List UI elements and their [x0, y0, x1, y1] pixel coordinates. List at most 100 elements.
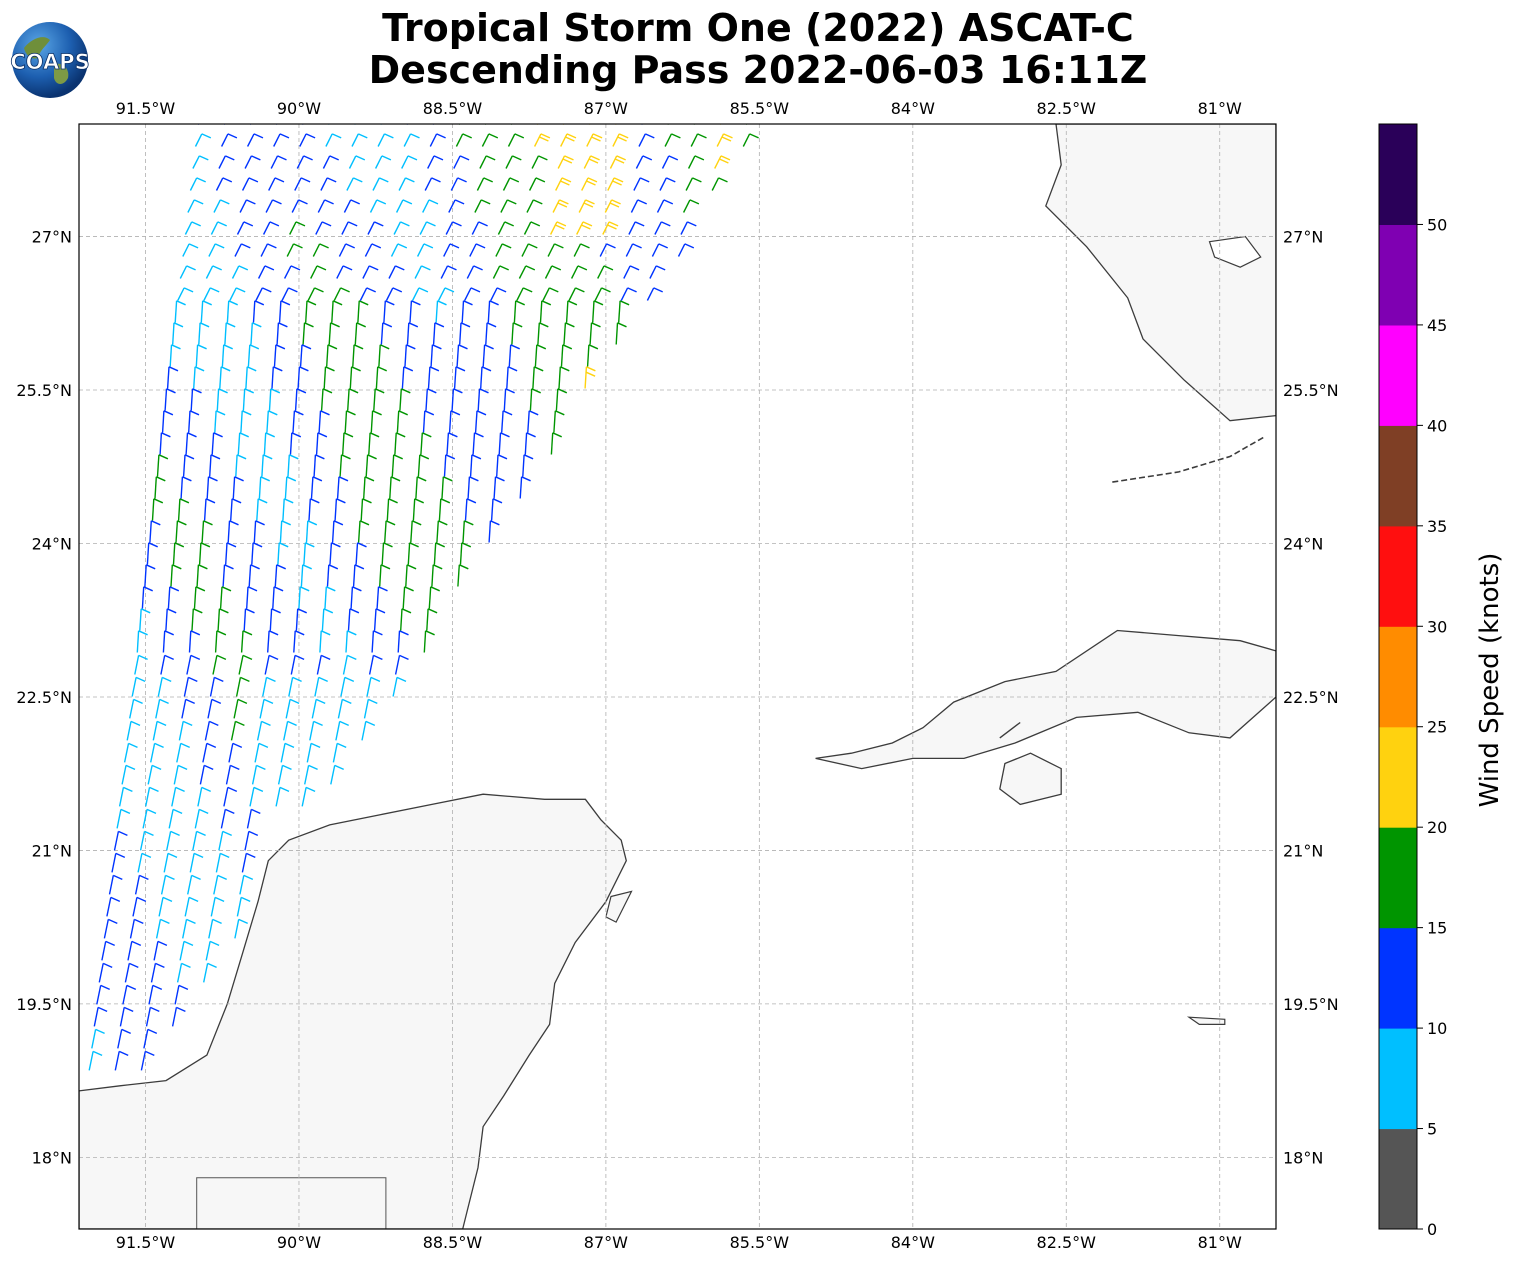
wind-barb [132, 897, 138, 917]
wind-barb [661, 155, 670, 169]
wind-barb-flag [169, 586, 180, 592]
wind-barb [139, 831, 146, 851]
wind-barb-flag [283, 498, 294, 504]
wind-barb [597, 265, 605, 279]
wind-barb-flag [310, 742, 321, 749]
wind-barb-flag [668, 155, 679, 161]
wind-barb-flag [567, 300, 578, 306]
wind-barb [666, 124, 669, 125]
colorbar-frame [1378, 123, 1418, 1230]
wind-barb-flag [429, 366, 440, 372]
wind-barb-flag [242, 630, 253, 636]
wind-barb [345, 630, 348, 653]
wind-barb [576, 221, 584, 235]
wind-barb-flag [95, 1028, 105, 1035]
wind-barb [501, 410, 504, 433]
lon-tick-label-bottom: 85.5°W [730, 1233, 790, 1252]
wind-barb [113, 831, 120, 851]
wind-barb [176, 743, 182, 763]
wind-barb-flag [194, 366, 205, 372]
wind-barb [502, 177, 511, 191]
wind-barb-flag [268, 654, 279, 661]
wind-barb-flag [326, 586, 336, 592]
wind-barb-flag [642, 155, 653, 161]
wind-barb-flag [228, 300, 238, 306]
wind-barb [221, 344, 225, 367]
wind-barb-flag [457, 177, 467, 183]
wind-barb-flag [507, 366, 518, 372]
wind-barb-flag [549, 287, 559, 293]
wind-barb [649, 265, 657, 279]
wind-barb [685, 177, 694, 191]
wind-barb-flag [582, 221, 593, 227]
wind-barb-flag [327, 344, 338, 350]
wind-barb-flag [306, 300, 317, 306]
wind-barb-flag [289, 698, 300, 705]
wind-barb-flag [552, 432, 562, 438]
wind-barb-flag [499, 265, 509, 271]
wind-barb [456, 344, 460, 367]
wind-barb-flag [236, 454, 247, 460]
wind-barb-flag [315, 454, 325, 460]
wind-barb-flag [246, 852, 256, 859]
wind-barb [277, 542, 280, 565]
wind-barb-flag [162, 896, 173, 903]
wind-barb-flag [279, 786, 290, 793]
wind-barb [586, 133, 594, 147]
wind-barb-flag [312, 476, 323, 482]
wind-barb [352, 344, 355, 367]
wind-barb [289, 432, 293, 455]
wind-barb [235, 677, 242, 697]
wind-barb [348, 155, 357, 169]
wind-barb-flag [252, 542, 263, 548]
wind-barb-flag [517, 112, 526, 116]
wind-barb [615, 322, 619, 345]
wind-barb [375, 366, 379, 389]
wind-barb-flag [185, 698, 195, 705]
wind-barb-flag [351, 366, 361, 372]
wind-barb [244, 831, 250, 851]
wind-barb-flag [587, 177, 598, 183]
wind-barb [618, 300, 621, 323]
wind-barb [397, 630, 401, 653]
wind-barb-flag [224, 564, 234, 570]
wind-barb-flag [345, 243, 355, 249]
title-line-1: Tropical Storm One (2022) ASCAT-C [382, 6, 1134, 50]
wind-barb [203, 498, 207, 521]
wind-barb [373, 608, 377, 631]
wind-barb-flag [414, 498, 424, 504]
wind-barb [281, 287, 290, 301]
wind-barb [347, 608, 351, 631]
wind-barb [326, 344, 329, 367]
wind-barb-flag [612, 180, 622, 186]
wind-barb [403, 133, 412, 147]
wind-barb [353, 124, 356, 125]
wind-barb-flag [150, 1006, 160, 1013]
wind-barb-flag [164, 630, 174, 636]
wind-barb [423, 630, 427, 653]
wind-barb [129, 919, 135, 939]
wind-barb-flag [416, 476, 427, 482]
wind-barb [172, 322, 175, 345]
wind-barb [186, 655, 192, 675]
wind-barb [268, 177, 276, 191]
wind-barb [455, 133, 464, 147]
wind-barb [332, 743, 338, 763]
wind-barb [98, 963, 104, 983]
lat-tick-label-right: 24°N [1283, 534, 1323, 553]
wind-barb-flag [159, 698, 169, 705]
wind-barb [208, 919, 214, 939]
wind-barb [300, 564, 304, 587]
wind-barb-flag [322, 388, 333, 394]
wind-barb-flag [215, 410, 226, 416]
wind-barb-flag [357, 542, 367, 548]
wind-barb-flag [143, 586, 153, 592]
wind-barb-flag [226, 542, 237, 548]
wind-barb [320, 177, 328, 191]
wind-barb [273, 344, 277, 367]
wind-barb-flag [191, 874, 201, 881]
wind-barb-flag [353, 344, 364, 350]
wind-barb [223, 787, 229, 807]
wind-barb [507, 133, 516, 147]
wind-barb-flag [339, 720, 349, 727]
